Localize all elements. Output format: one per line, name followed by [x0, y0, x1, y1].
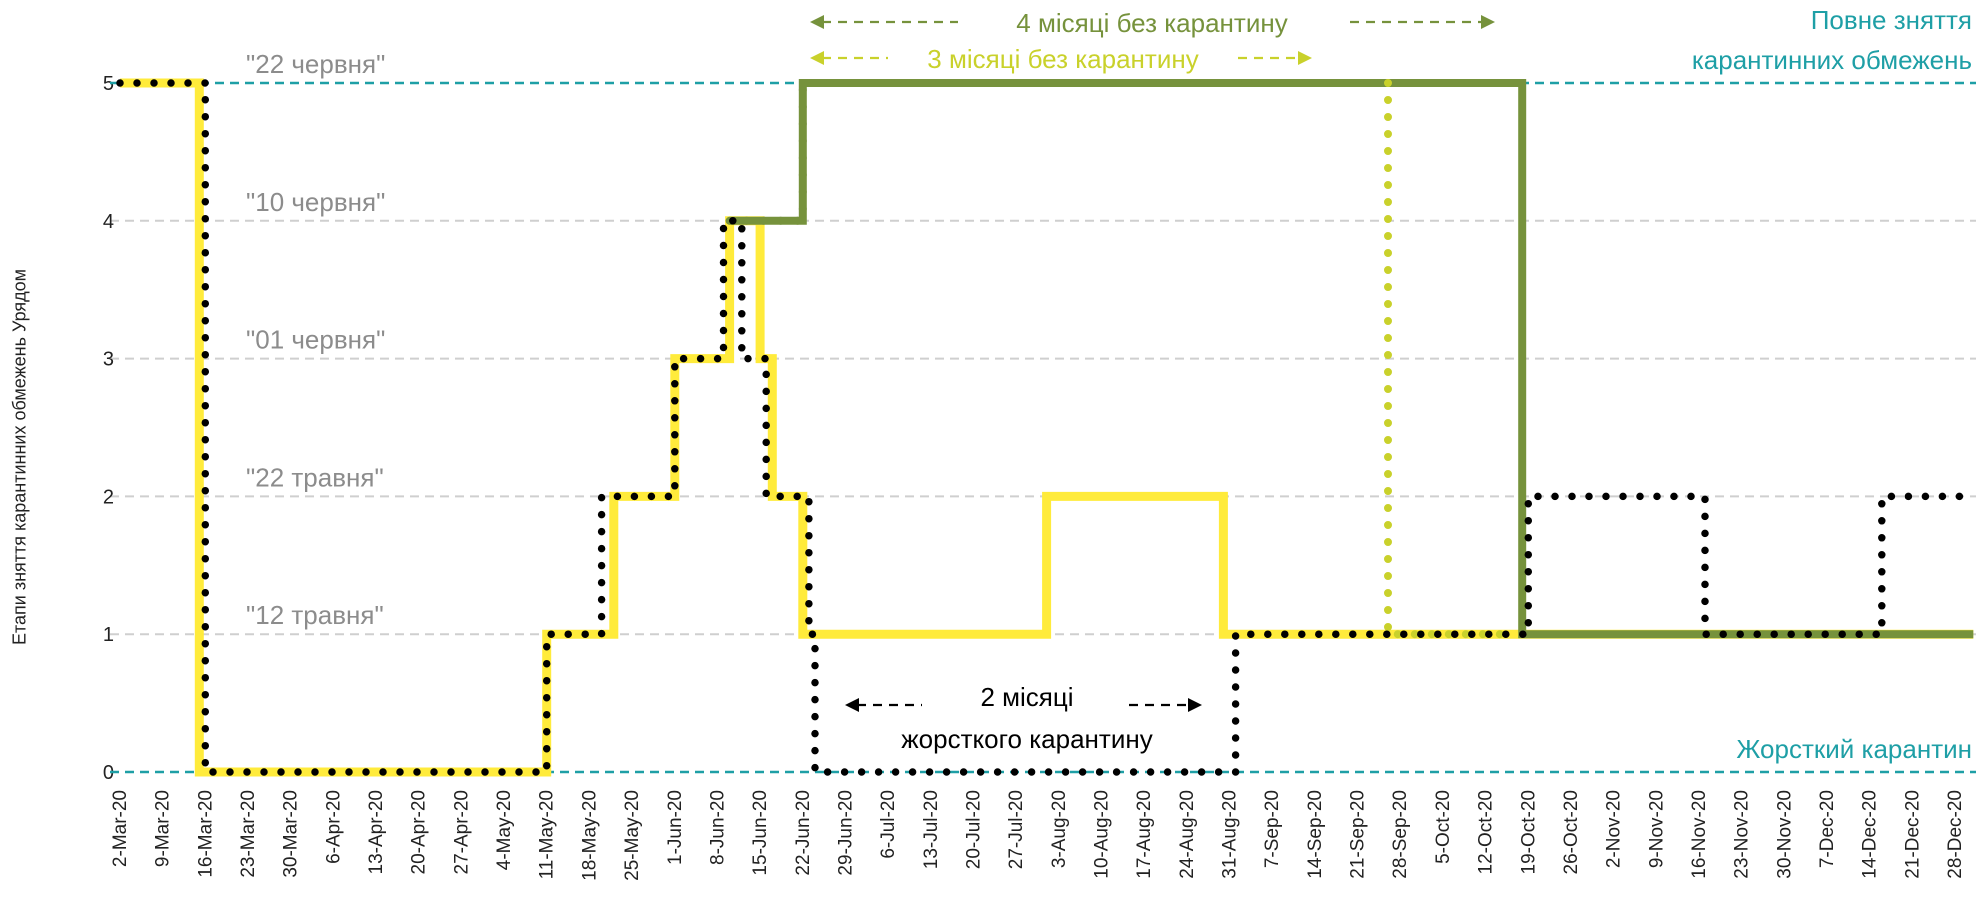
y-tick-label: 3 — [103, 349, 114, 371]
x-tick-label: 19-Oct-20 — [1518, 790, 1539, 874]
three-months-label-bg — [888, 40, 1238, 76]
series-line-4 — [116, 79, 1976, 776]
x-tick-label: 21-Dec-20 — [1902, 790, 1923, 879]
three-months-arrow-head-right — [1298, 51, 1312, 65]
series-line-2 — [725, 79, 1392, 225]
x-tick-label: 9-Mar-20 — [153, 790, 174, 867]
x-tick-label: 28-Dec-20 — [1945, 790, 1966, 879]
x-tick-label: 13-Jul-20 — [921, 790, 942, 869]
series-group — [116, 78, 1976, 777]
two-months-label-2: жорсткого карантину — [901, 724, 1152, 754]
x-tick-label: 20-Apr-20 — [409, 790, 430, 875]
x-tick-label: 6-Apr-20 — [323, 790, 344, 864]
x-tick-label: 8-Jun-20 — [707, 790, 728, 865]
x-tick-label: 22-Jun-20 — [793, 790, 814, 876]
x-tick-label: 4-May-20 — [494, 790, 515, 870]
x-tick-labels: 2-Mar-20 9-Mar-20 16-Mar-20 23-Mar-20 30-Mar… — [110, 790, 1966, 881]
y-tick-label: 0 — [103, 762, 114, 784]
y-tick-label: 5 — [103, 73, 114, 95]
x-tick-label: 9-Nov-20 — [1646, 790, 1667, 868]
x-tick-label: 1-Jun-20 — [665, 790, 686, 865]
reference-label: карантинних обмежень — [1692, 45, 1972, 75]
x-tick-label: 16-Mar-20 — [195, 790, 216, 878]
x-tick-label: 5-Oct-20 — [1433, 790, 1454, 864]
two-months-arrow-head-left — [845, 698, 859, 712]
x-tick-label: 21-Sep-20 — [1348, 790, 1369, 879]
x-tick-label: 25-May-20 — [622, 790, 643, 881]
x-tick-label: 30-Mar-20 — [281, 790, 302, 878]
reference-label: Повне зняття — [1811, 5, 1972, 35]
three-months-arrow-head-left — [810, 51, 824, 65]
four-months-label: 4 місяці без карантину — [1016, 8, 1287, 38]
x-tick-label: 31-Aug-20 — [1220, 790, 1241, 879]
x-tick-label: 14-Sep-20 — [1305, 790, 1326, 879]
stage-label: "22 травня" — [246, 462, 384, 492]
reference-lines: Повне зняття карантинних обмежень Жорсткий… — [110, 5, 1976, 774]
y-tick-label: 2 — [103, 486, 114, 508]
y-tick-labels: 0 1 2 3 4 5 — [103, 73, 114, 784]
stage-label: "22 червня" — [246, 49, 385, 79]
stage-label: "12 травня" — [246, 600, 384, 630]
x-tick-label: 27-Jul-20 — [1006, 790, 1027, 869]
x-tick-label: 3-Aug-20 — [1049, 790, 1070, 868]
stage-label: "10 червня" — [246, 187, 385, 217]
two-months-label-1: 2 місяці — [980, 682, 1073, 712]
four-months-arrow-head-right — [1481, 15, 1495, 29]
x-tick-label: 17-Aug-20 — [1134, 790, 1155, 879]
stage-label: "01 червня" — [246, 325, 385, 355]
x-tick-label: 23-Nov-20 — [1732, 790, 1753, 879]
series-line-0 — [120, 78, 1974, 777]
four-months-arrow-head-left — [810, 15, 824, 29]
x-tick-label: 15-Jun-20 — [750, 790, 771, 876]
x-tick-label: 23-Mar-20 — [238, 790, 259, 878]
three-months-label: 3 місяці без карантину — [927, 44, 1198, 74]
x-tick-label: 16-Nov-20 — [1689, 790, 1710, 879]
x-tick-label: 7-Dec-20 — [1817, 790, 1838, 868]
x-tick-label: 28-Sep-20 — [1390, 790, 1411, 879]
y-tick-label: 4 — [103, 211, 114, 233]
four-months-label-bg — [958, 2, 1346, 38]
annotations: 4 місяці без карантину 3 місяці без каран… — [810, 2, 1495, 754]
x-tick-label: 11-May-20 — [537, 790, 558, 879]
x-tick-label: 26-Oct-20 — [1561, 790, 1582, 874]
stage-labels: "12 травня" "22 травня" "01 червня" "10 чер… — [246, 49, 385, 630]
x-tick-label: 6-Jul-20 — [878, 790, 899, 859]
two-months-label-bg — [922, 676, 1122, 716]
x-tick-label: 2-Mar-20 — [110, 790, 131, 867]
x-tick-label: 27-Apr-20 — [451, 790, 472, 875]
series-line-1 — [729, 79, 1974, 639]
x-tick-label: 13-Apr-20 — [366, 790, 387, 875]
two-months-arrow-head-right — [1188, 698, 1202, 712]
x-tick-label: 14-Dec-20 — [1860, 790, 1881, 879]
x-tick-label: 10-Aug-20 — [1092, 790, 1113, 879]
x-tick-label: 7-Sep-20 — [1262, 790, 1283, 868]
x-tick-label: 30-Nov-20 — [1774, 790, 1795, 879]
x-tick-label: 12-Oct-20 — [1476, 790, 1497, 874]
x-tick-label: 29-Jun-20 — [836, 790, 857, 876]
x-tick-label: 24-Aug-20 — [1177, 790, 1198, 879]
reference-label: Жорсткий карантин — [1736, 734, 1972, 764]
x-tick-label: 18-May-20 — [579, 790, 600, 881]
x-tick-label: 20-Jul-20 — [964, 790, 985, 869]
x-tick-label: 2-Nov-20 — [1604, 790, 1625, 868]
y-tick-label: 1 — [103, 624, 114, 646]
